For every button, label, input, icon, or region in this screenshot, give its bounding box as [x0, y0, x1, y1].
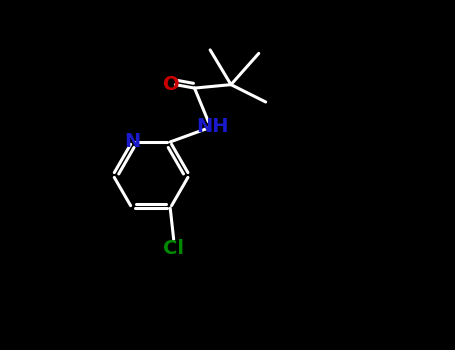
Text: N: N: [124, 132, 140, 152]
Text: O: O: [163, 75, 180, 94]
Text: Cl: Cl: [163, 238, 184, 258]
Text: NH: NH: [196, 117, 229, 136]
